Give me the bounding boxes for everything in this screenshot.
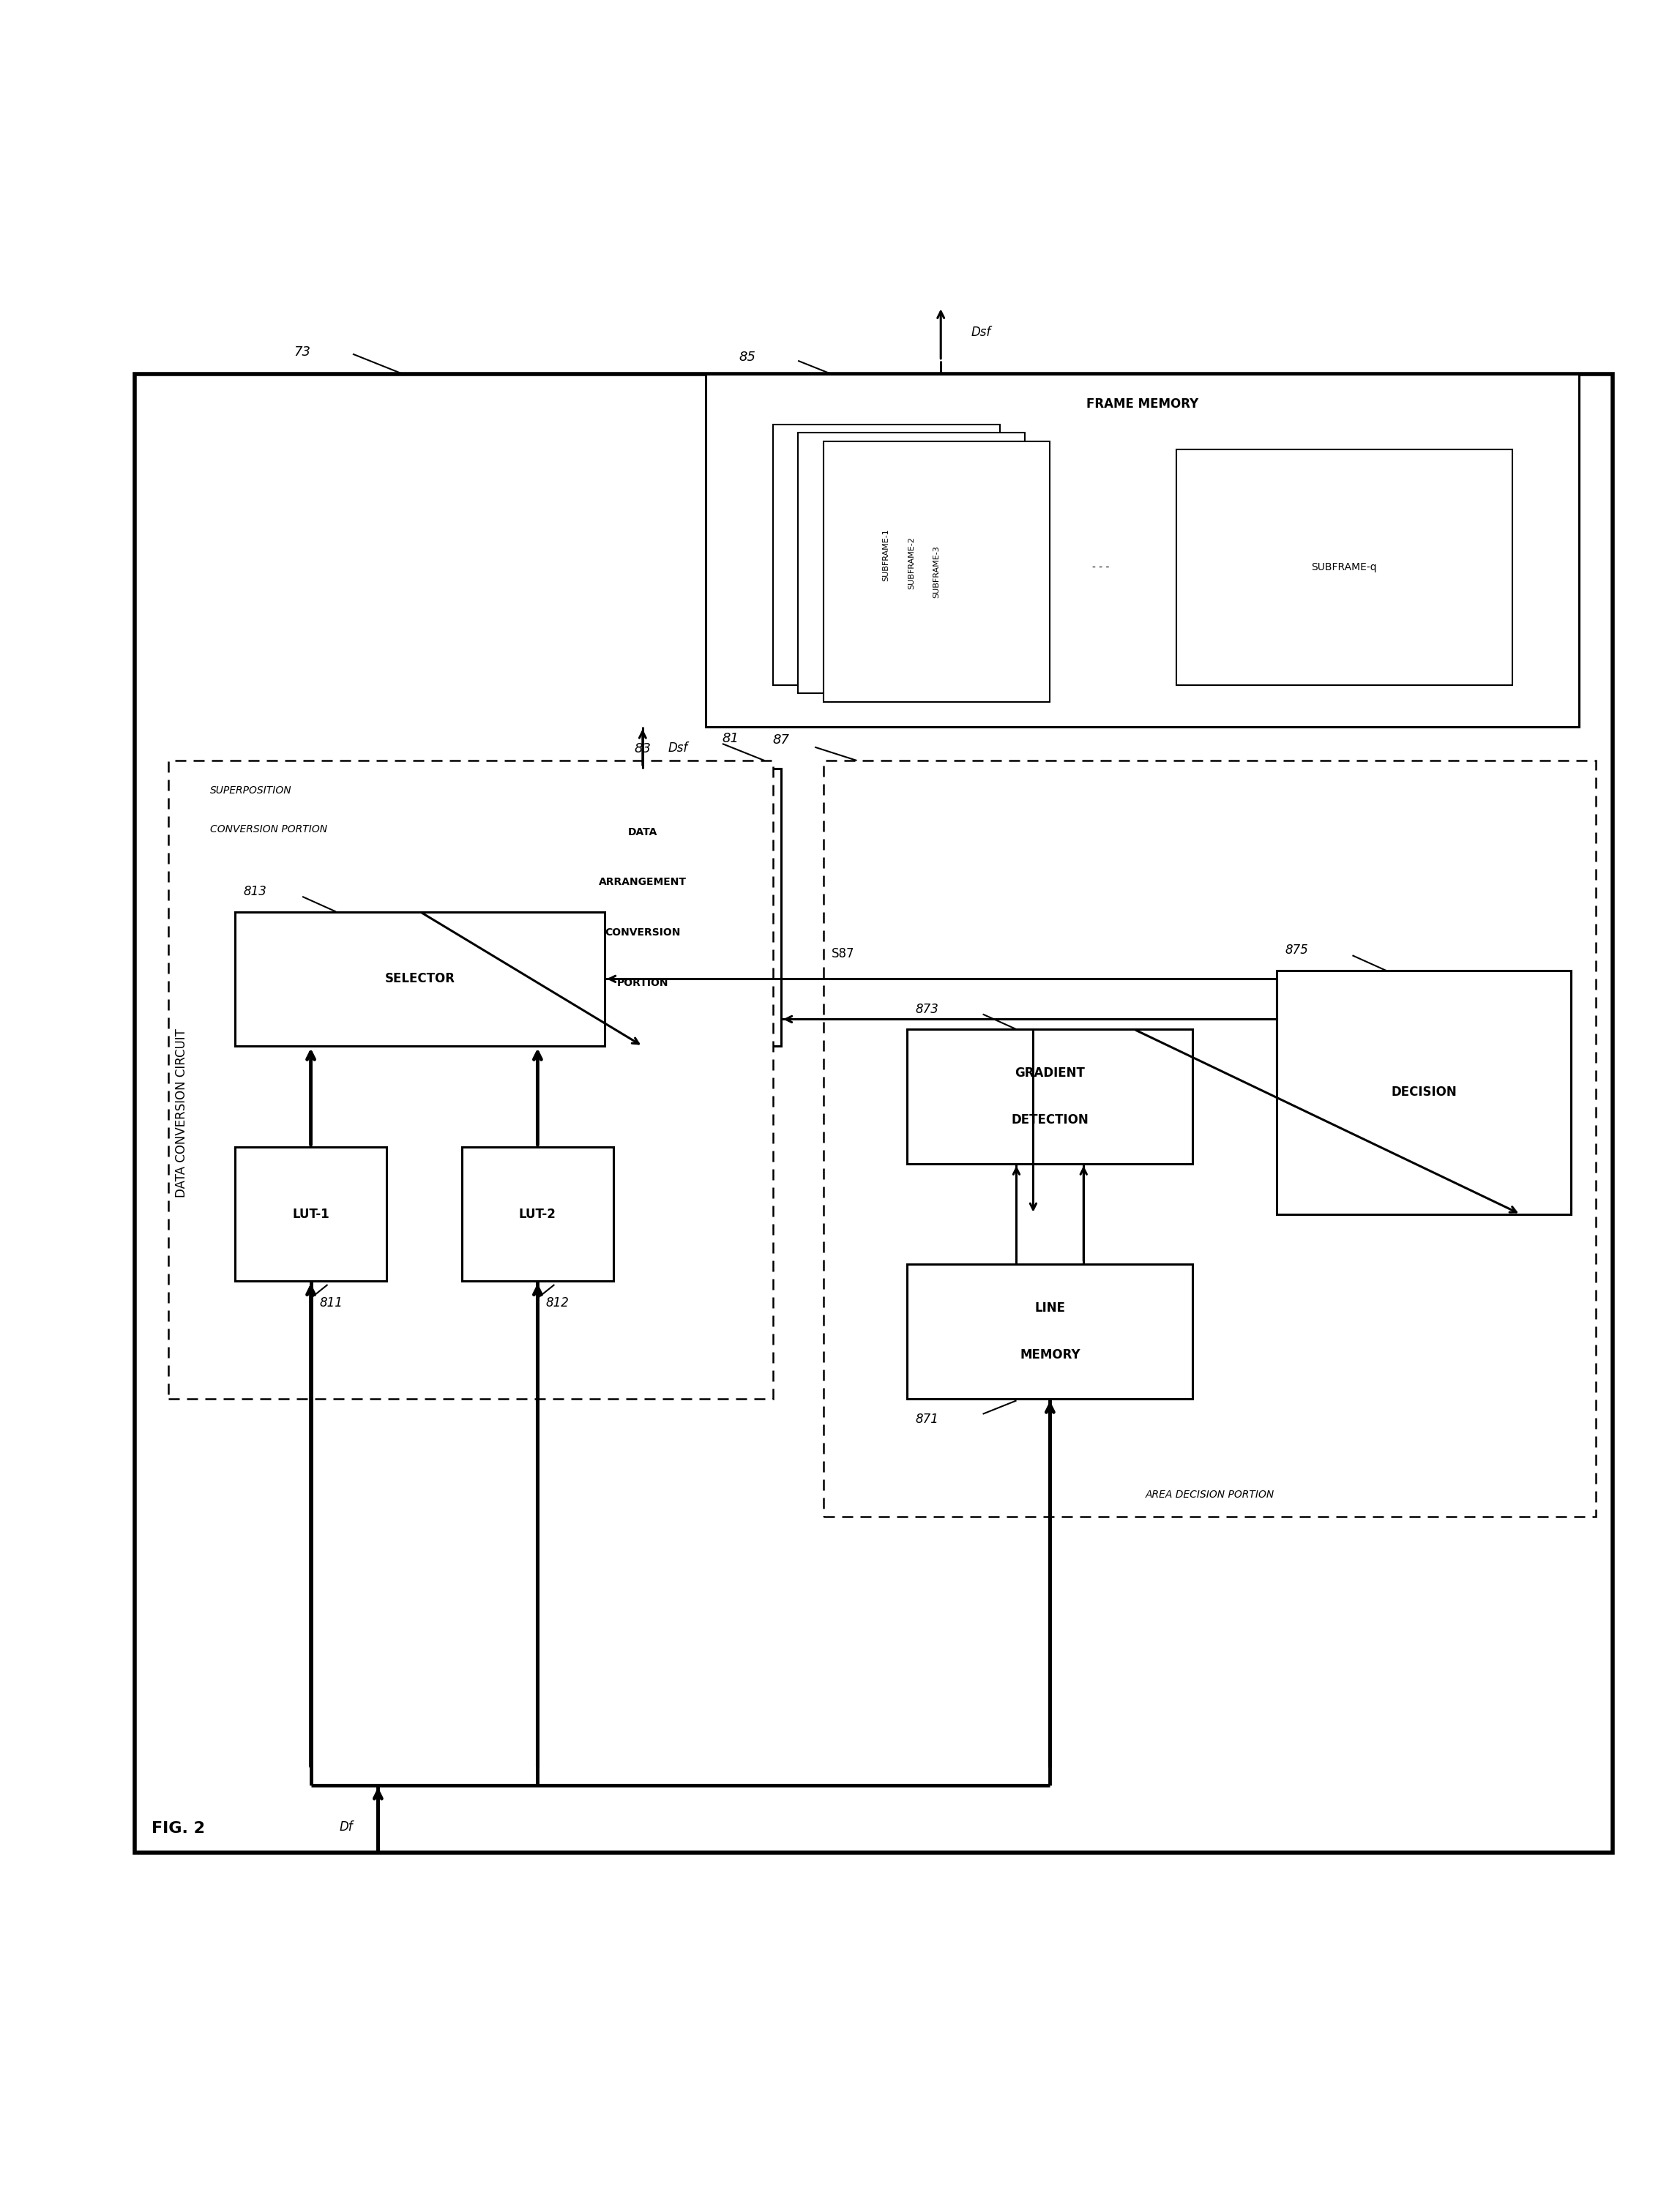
FancyBboxPatch shape [823, 761, 1596, 1518]
FancyBboxPatch shape [773, 425, 1000, 684]
FancyBboxPatch shape [134, 375, 1613, 1853]
Text: Dsf: Dsf [669, 741, 687, 754]
Text: CONVERSION PORTION: CONVERSION PORTION [210, 825, 328, 836]
Text: 73: 73 [294, 346, 311, 360]
FancyBboxPatch shape [823, 441, 1050, 702]
Text: SUBFRAME-q: SUBFRAME-q [1310, 561, 1378, 572]
Text: 813: 813 [244, 886, 267, 899]
Text: DETECTION: DETECTION [1011, 1114, 1089, 1127]
Text: LUT-1: LUT-1 [292, 1208, 329, 1222]
FancyBboxPatch shape [168, 761, 773, 1399]
FancyBboxPatch shape [1277, 971, 1571, 1215]
Text: SUBFRAME-1: SUBFRAME-1 [882, 529, 890, 581]
Text: 873: 873 [916, 1002, 939, 1015]
Text: DATA: DATA [628, 827, 657, 838]
Text: LINE: LINE [1035, 1303, 1065, 1316]
FancyBboxPatch shape [235, 1147, 386, 1281]
Text: DECISION: DECISION [1391, 1086, 1457, 1099]
Text: 811: 811 [319, 1296, 343, 1309]
Text: FRAME MEMORY: FRAME MEMORY [1087, 397, 1198, 410]
Text: LUT-2: LUT-2 [519, 1208, 556, 1222]
Text: 875: 875 [1285, 943, 1309, 956]
Text: 81: 81 [722, 732, 739, 746]
FancyBboxPatch shape [462, 1147, 613, 1281]
Text: S87: S87 [832, 947, 855, 961]
Text: 85: 85 [739, 351, 756, 364]
Text: AREA DECISION PORTION: AREA DECISION PORTION [1146, 1489, 1273, 1500]
Text: ARRANGEMENT: ARRANGEMENT [598, 877, 687, 888]
Text: SUBFRAME-3: SUBFRAME-3 [932, 546, 941, 599]
FancyBboxPatch shape [1176, 450, 1512, 684]
FancyBboxPatch shape [907, 1029, 1193, 1164]
Text: SUBFRAME-2: SUBFRAME-2 [907, 537, 916, 590]
Text: FIG. 2: FIG. 2 [151, 1820, 205, 1836]
FancyBboxPatch shape [907, 1265, 1193, 1399]
FancyBboxPatch shape [235, 912, 605, 1046]
FancyBboxPatch shape [706, 375, 1579, 726]
Text: DATA CONVERSION CIRCUIT: DATA CONVERSION CIRCUIT [175, 1029, 188, 1197]
Text: SELECTOR: SELECTOR [385, 971, 455, 985]
Text: MEMORY: MEMORY [1020, 1349, 1080, 1362]
Text: Df: Df [339, 1820, 353, 1833]
Text: GRADIENT: GRADIENT [1015, 1066, 1085, 1079]
Text: Dsf: Dsf [971, 325, 991, 338]
FancyBboxPatch shape [798, 432, 1025, 693]
Text: 812: 812 [546, 1296, 570, 1309]
FancyBboxPatch shape [504, 770, 781, 1046]
Text: CONVERSION: CONVERSION [605, 928, 680, 939]
Text: 83: 83 [633, 741, 652, 754]
Text: PORTION: PORTION [617, 978, 669, 989]
Text: 871: 871 [916, 1412, 939, 1425]
Text: - - -: - - - [1092, 561, 1109, 572]
Text: 87: 87 [773, 735, 790, 748]
Text: SUPERPOSITION: SUPERPOSITION [210, 785, 292, 796]
